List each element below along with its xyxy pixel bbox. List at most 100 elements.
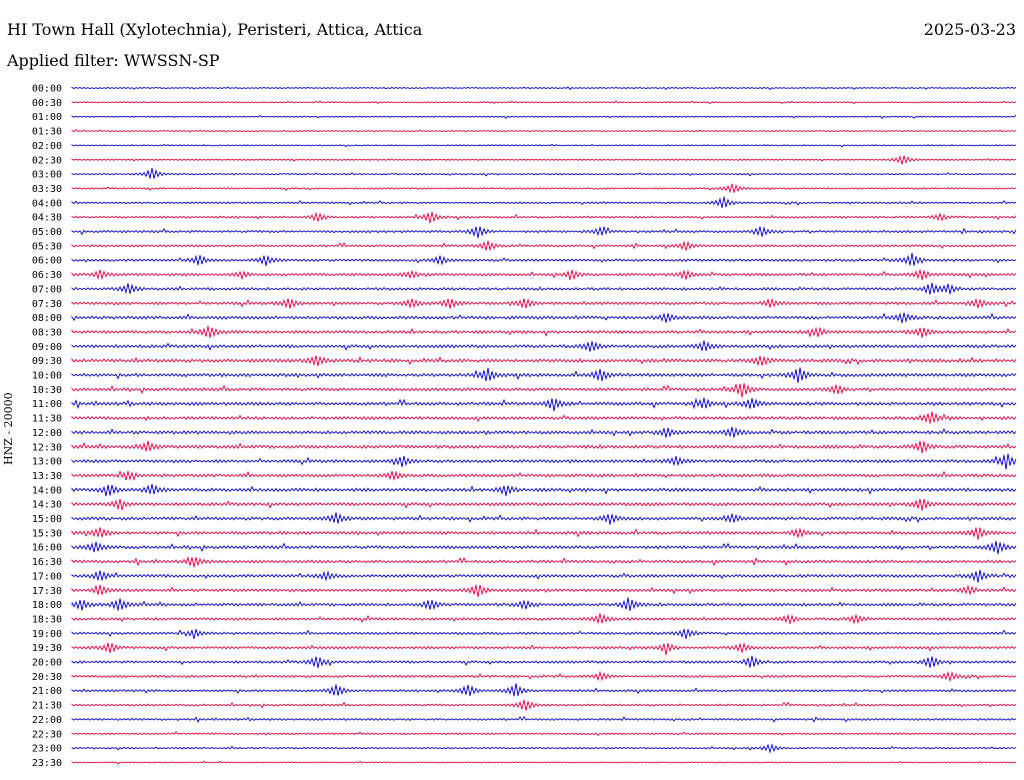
row-time-label: 20:00 [32,658,62,669]
trace-row [71,613,1017,625]
row-time-label: 10:30 [32,385,62,396]
row-time-label: 22:00 [32,715,62,726]
row-time-label: 13:00 [32,457,62,468]
row-time-label: 06:30 [32,270,62,281]
row-time-label: 01:00 [32,112,62,123]
trace-row [71,196,1017,208]
row-time-label: 04:00 [32,198,62,209]
trace-row [71,355,1017,367]
trace-row [71,340,1017,352]
row-time-label: 12:30 [32,442,62,453]
row-time-label: 04:30 [32,213,62,224]
row-time-label: 08:00 [32,313,62,324]
trace-row [71,597,1017,611]
trace-row [71,312,1017,324]
row-time-label: 03:00 [32,170,62,181]
trace-row [71,584,1017,598]
trace-row [71,225,1017,239]
row-time-label: 05:00 [32,227,62,238]
trace-row [71,269,1017,281]
filter-label: Applied filter: WWSSN-SP [7,51,220,70]
trace-row [71,100,1017,105]
row-time-label: 13:30 [32,471,62,482]
trace-row [71,440,1017,454]
trace-row [71,760,1017,765]
trace-row [71,114,1017,119]
trace-row [71,297,1017,309]
trace-row [71,743,1017,754]
row-time-label: 03:30 [32,184,62,195]
row-time-label: 08:30 [32,327,62,338]
trace-row [71,512,1017,525]
row-time-label: 02:00 [32,141,62,152]
row-time-label: 12:00 [32,428,62,439]
row-time-label: 18:00 [32,600,62,611]
trace-row [71,397,1017,412]
trace-row [71,453,1017,470]
row-time-label: 07:30 [32,299,62,310]
trace-row [71,655,1017,668]
trace-row [71,484,1017,497]
trace-row [71,642,1017,655]
trace-row [71,556,1017,568]
row-time-label: 21:30 [32,701,62,712]
time-tick-labels: 00:00 00:30 01:00 01:30 02:00 02:30 03:00 03:30… [32,84,62,769]
trace-row [71,498,1017,511]
trace-row [71,628,1017,640]
plot-date: 2025-03-23 [923,20,1016,39]
row-time-label: 14:00 [32,485,62,496]
row-time-label: 00:30 [32,98,62,109]
row-time-label: 17:30 [32,586,62,597]
trace-row [71,240,1017,252]
seismic-traces [71,86,1017,765]
trace-row [71,168,1017,179]
trace-row [71,86,1017,91]
trace-row [71,683,1017,697]
trace-row [71,183,1017,194]
trace-row [71,211,1017,224]
trace-row [71,527,1017,540]
trace-row [71,540,1017,555]
row-time-label: 15:30 [32,528,62,539]
row-time-label: 21:00 [32,686,62,697]
row-time-label: 22:30 [32,729,62,740]
row-time-label: 16:00 [32,543,62,554]
row-time-label: 10:00 [32,371,62,382]
trace-row [71,383,1017,398]
trace-row [71,252,1017,266]
trace-row [71,731,1017,737]
row-time-label: 06:00 [32,256,62,267]
row-time-label: 07:00 [32,284,62,295]
trace-row [71,282,1017,295]
trace-row [71,670,1017,682]
trace-row [71,470,1017,482]
row-time-label: 11:30 [32,414,62,425]
row-time-label: 20:30 [32,672,62,683]
row-time-label: 14:30 [32,500,62,511]
row-time-label: 09:30 [32,356,62,367]
trace-row [71,154,1017,165]
row-time-label: 18:30 [32,614,62,625]
row-time-label: 01:30 [32,127,62,138]
row-time-label: 00:00 [32,84,62,95]
row-time-label: 16:30 [32,557,62,568]
trace-row [71,411,1017,424]
row-time-label: 09:00 [32,342,62,353]
trace-row [71,426,1017,438]
row-time-label: 11:00 [32,399,62,410]
trace-row [71,128,1017,133]
row-time-label: 23:30 [32,758,62,769]
row-time-label: 02:30 [32,155,62,166]
trace-row [71,325,1017,338]
trace-row [71,143,1017,148]
trace-row [71,716,1017,723]
row-time-label: 23:00 [32,744,62,755]
row-time-label: 17:00 [32,571,62,582]
row-time-label: 15:00 [32,514,62,525]
station-title: HI Town Hall (Xylotechnia), Peristeri, A… [7,20,423,39]
row-time-label: 05:30 [32,241,62,252]
row-time-label: 19:30 [32,643,62,654]
trace-row [71,367,1017,383]
row-time-label: 19:00 [32,629,62,640]
